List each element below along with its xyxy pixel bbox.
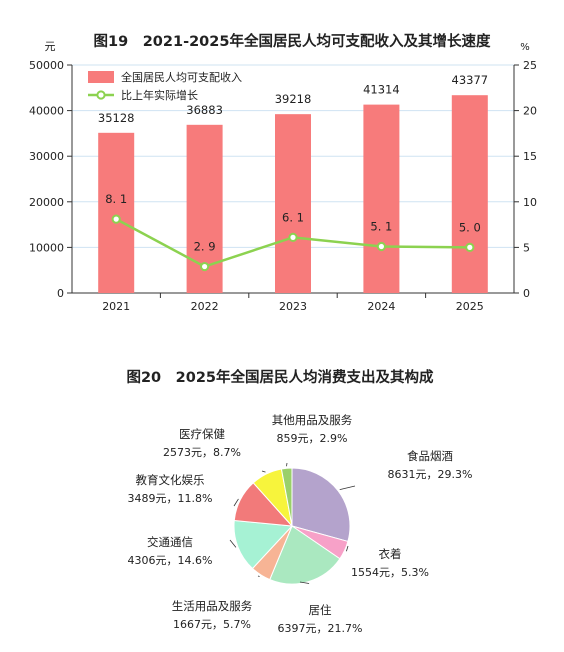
right-tick-label: 25 — [523, 59, 537, 72]
slice-name-label: 交通通信 — [147, 535, 193, 549]
x-tick-label: 2024 — [367, 300, 395, 313]
legend-bar-label: 全国居民人均可支配收入 — [121, 70, 242, 84]
bar — [275, 114, 311, 293]
growth-point — [288, 232, 298, 242]
pie — [233, 467, 351, 585]
slice-value-label: 3489元，11.8% — [128, 492, 213, 505]
slice-value-label: 2573元，8.7% — [163, 446, 241, 459]
left-tick-label: 30000 — [29, 150, 64, 163]
right-tick-label: 10 — [523, 196, 537, 209]
left-tick-label: 0 — [57, 287, 64, 300]
legend-line-label: 比上年实际增长 — [121, 88, 198, 102]
leader-line — [261, 470, 266, 473]
right-tick-label: 15 — [523, 150, 537, 163]
bar-value-label: 43377 — [452, 73, 489, 87]
slice-value-label: 6397元，21.7% — [278, 622, 363, 635]
leader-line — [339, 485, 356, 491]
pie-slice — [280, 467, 293, 527]
pie-slice — [269, 525, 341, 585]
growth-value-label: 5. 0 — [459, 220, 481, 234]
bar-value-label: 39218 — [275, 92, 312, 106]
chart1-title: 图19 2021-2025年全国居民人均可支配收入及其增长速度 — [94, 32, 491, 50]
slice-value-label: 4306元，14.6% — [128, 554, 213, 567]
bar-value-label: 36883 — [186, 103, 223, 117]
right-axis-unit: % — [520, 42, 530, 53]
slice-name-label: 生活用品及服务 — [172, 599, 253, 613]
bar-value-label: 35128 — [98, 111, 135, 125]
left-axis-unit: 元 — [45, 40, 56, 53]
x-tick-label: 2021 — [102, 300, 130, 313]
bar — [451, 95, 488, 293]
x-tick-label: 2025 — [456, 300, 484, 313]
slice-name-label: 医疗保健 — [179, 427, 225, 441]
growth-point — [376, 241, 386, 252]
consumption-chart: 图20 2025年全国居民人均消费支出及其构成 食品烟酒 8631元，29.3% 衣… — [126, 368, 473, 635]
growth-value-label: 8. 1 — [105, 192, 127, 206]
bar — [363, 104, 400, 294]
right-tick-label: 5 — [523, 241, 530, 254]
leader-line — [346, 545, 349, 552]
bar-value-label: 41314 — [363, 83, 400, 97]
slice-name-label: 居住 — [309, 603, 332, 617]
growth-value-label: 2. 9 — [194, 240, 216, 254]
slice-value-label: 1554元，5.3% — [351, 566, 429, 579]
left-tick-label: 10000 — [29, 241, 64, 254]
leader-line — [229, 539, 237, 548]
slice-name-label: 衣着 — [379, 547, 402, 561]
slice-name-label: 其他用品及服务 — [272, 413, 353, 427]
x-tick-label: 2022 — [191, 300, 219, 313]
pie-slice — [291, 467, 351, 543]
growth-point — [111, 214, 121, 224]
bar — [98, 132, 135, 293]
pie-slice — [233, 519, 294, 570]
leader-line — [233, 498, 239, 507]
leader-line — [299, 581, 310, 584]
slice-value-label: 1667元，5.7% — [173, 618, 251, 631]
growth-point — [465, 242, 475, 252]
growth-point — [200, 261, 210, 272]
pie-labels: 食品烟酒 8631元，29.3% 衣着 1554元，5.3% 居住 6397元，21.7%… — [128, 413, 473, 635]
growth-value-label: 6. 1 — [282, 210, 304, 224]
legend-line-marker — [96, 90, 106, 100]
left-tick-label: 40000 — [29, 105, 64, 118]
slice-name-label: 食品烟酒 — [407, 449, 453, 463]
x-tick-label: 2023 — [279, 300, 307, 313]
legend-bar-swatch — [88, 71, 114, 83]
slice-value-label: 8631元，29.3% — [388, 468, 473, 481]
right-tick-label: 0 — [523, 287, 530, 300]
chart2-title: 图20 2025年全国居民人均消费支出及其构成 — [126, 368, 434, 386]
slice-value-label: 859元，2.9% — [277, 432, 348, 445]
right-tick-label: 20 — [523, 105, 537, 118]
slice-name-label: 教育文化娱乐 — [136, 473, 205, 487]
chart1-bars: 35128 36883 39218 41314 43377 — [98, 73, 489, 294]
left-tick-label: 50000 — [29, 59, 64, 72]
income-chart: 图19 2021-2025年全国居民人均可支配收入及其增长速度 0 10000 20… — [29, 32, 537, 313]
growth-value-label: 5. 1 — [370, 219, 392, 233]
chart1-growth-line: 8. 1 2. 9 6. 1 5. 1 5. 0 — [105, 192, 481, 272]
left-tick-label: 20000 — [29, 196, 64, 209]
